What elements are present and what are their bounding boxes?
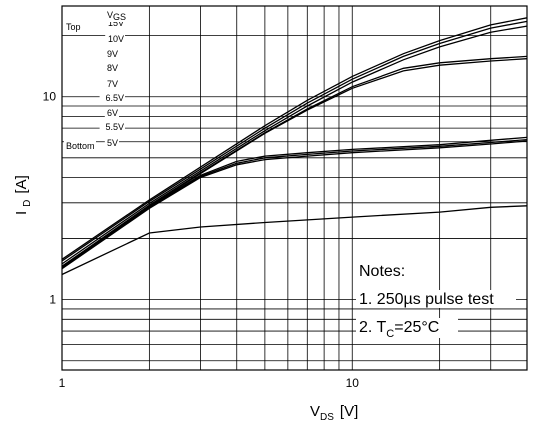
notes-line-2: 2. TC=25°C	[359, 319, 439, 340]
legend-bottom-label: Bottom	[66, 141, 95, 151]
series-line-6	[61, 136, 528, 267]
legend-entry-bg	[104, 63, 119, 73]
series-line-4	[61, 55, 528, 267]
legend-entry-label: 5.5V	[105, 122, 124, 132]
notes-title: Notes:	[359, 263, 405, 280]
series-line-1	[61, 17, 528, 260]
legend-top-label: Top	[66, 22, 81, 32]
legend-entry-bg	[99, 122, 125, 132]
legend-entry-bg	[104, 79, 119, 89]
y-tick-label: 1	[49, 293, 56, 307]
series-line-5	[61, 58, 528, 268]
y-axis-title: ID[A]	[13, 175, 33, 215]
legend-entry-label: 9V	[107, 49, 118, 59]
legend-entry-label: 7V	[107, 79, 118, 89]
legend-entry-label: 8V	[107, 63, 118, 73]
series-line-3	[61, 25, 528, 265]
series-line-7	[61, 138, 528, 269]
legend-entry-bg	[104, 49, 119, 59]
x-axis-title: VDS [V]	[310, 403, 358, 423]
tick-labels: 1 10 1 10	[43, 90, 360, 390]
series-line-9	[61, 205, 528, 276]
x-tick-label: 10	[346, 376, 360, 390]
notes-bg	[356, 262, 422, 280]
chart-series	[61, 17, 528, 276]
legend-entry-bg	[105, 34, 125, 44]
x-tick-label: 1	[59, 376, 66, 390]
legend-entry-label: 5V	[107, 138, 118, 148]
legend-entry-label: 10V	[108, 34, 124, 44]
notes-bg	[356, 318, 458, 338]
legend-top-bg	[64, 20, 90, 32]
legend: 15V 10V 9V 8V 7V 6.5V 6V 5.5V 5V Top VGS Bottom	[64, 8, 126, 152]
plot-border	[61, 5, 528, 371]
notes-box: Notes: 1. 250µs pulse test 2. TC=25°C	[356, 262, 516, 340]
notes-bg	[356, 290, 516, 308]
legend-entry-label: 15V	[108, 18, 124, 28]
notes-line-1: 1. 250µs pulse test	[359, 291, 494, 308]
y-tick-label: 10	[43, 90, 57, 104]
legend-entry-bg	[104, 108, 119, 118]
legend-bottom-bg	[64, 140, 96, 152]
legend-entry-bg	[105, 18, 125, 28]
legend-vgs-bg	[104, 8, 126, 22]
series-line-8	[61, 140, 528, 270]
grid-lines	[62, 6, 527, 370]
legend-entry-bg	[104, 138, 119, 148]
legend-vgs-header: VGS	[107, 10, 126, 22]
legend-entry-label: 6V	[107, 108, 118, 118]
legend-entry-label: 6.5V	[105, 93, 124, 103]
series-line-2	[61, 20, 528, 262]
plot-frame	[61, 5, 528, 371]
legend-entry-bg	[99, 93, 125, 103]
